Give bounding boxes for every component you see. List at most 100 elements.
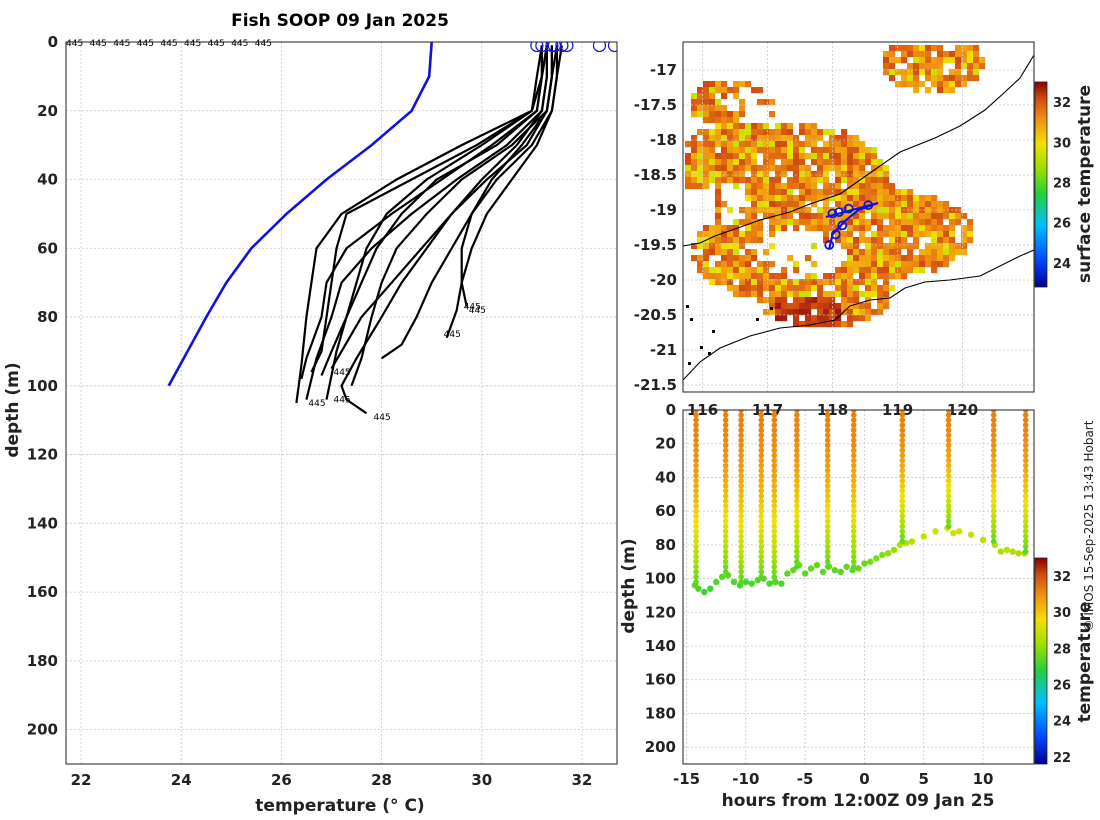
sst-pixel bbox=[835, 159, 842, 166]
sst-pixel bbox=[829, 189, 836, 196]
sst-pixel bbox=[775, 177, 782, 184]
section-point bbox=[1022, 518, 1029, 525]
sst-pixel bbox=[781, 273, 788, 280]
sst-pixel bbox=[781, 285, 788, 292]
sst-pixel bbox=[721, 267, 728, 274]
sst-pixel bbox=[883, 183, 890, 190]
sst-pixel bbox=[769, 285, 776, 292]
sst-pixel bbox=[859, 165, 866, 172]
profile-y-tick-label: 60 bbox=[37, 239, 58, 257]
sst-pixel bbox=[787, 255, 794, 262]
sst-pixel bbox=[817, 195, 824, 202]
sst-pixel bbox=[721, 255, 728, 262]
sst-pixel bbox=[715, 117, 722, 124]
sst-pixel bbox=[775, 219, 782, 226]
sst-pixel bbox=[703, 93, 710, 100]
section-point bbox=[738, 493, 744, 499]
sst-pixel bbox=[937, 63, 944, 70]
sst-pixel bbox=[727, 261, 734, 268]
sst-pixel bbox=[865, 291, 872, 298]
section-point bbox=[1022, 538, 1029, 545]
sst-pixel bbox=[895, 249, 902, 256]
sst-pixel bbox=[961, 51, 968, 58]
sst-pixel bbox=[709, 159, 716, 166]
sst-pixel bbox=[739, 177, 746, 184]
sst-pixel bbox=[739, 141, 746, 148]
section-point bbox=[1022, 437, 1029, 444]
section-point bbox=[824, 558, 831, 565]
sst-pixel bbox=[733, 183, 740, 190]
sst-pixel bbox=[895, 69, 902, 76]
section-point bbox=[990, 417, 997, 423]
sst-pixel bbox=[787, 303, 794, 310]
section-point bbox=[867, 558, 874, 565]
sst-pixel bbox=[769, 297, 776, 304]
temperature-profile bbox=[325, 45, 548, 400]
section-point bbox=[945, 437, 952, 444]
section-point bbox=[738, 508, 744, 514]
sst-pixel bbox=[865, 273, 872, 280]
sst-pixel bbox=[859, 195, 866, 202]
section-point bbox=[771, 452, 778, 459]
sst-pixel bbox=[853, 267, 860, 274]
sst-pixel bbox=[787, 291, 794, 298]
section-point bbox=[693, 432, 699, 439]
sst-pixel bbox=[919, 69, 926, 76]
sst-pixel bbox=[907, 225, 914, 232]
section-point bbox=[794, 488, 800, 494]
sst-pixel bbox=[895, 195, 902, 202]
section-point bbox=[850, 472, 857, 479]
section-point bbox=[990, 442, 997, 449]
sst-pixel bbox=[817, 291, 824, 298]
sst-pixel bbox=[859, 237, 866, 244]
sst-pixel bbox=[703, 99, 710, 106]
sst-pixel bbox=[685, 171, 692, 178]
section-y-tick-label: 0 bbox=[666, 401, 676, 419]
sst-pixel bbox=[835, 285, 842, 292]
sst-pixel bbox=[787, 159, 794, 166]
sst-pixel bbox=[949, 237, 956, 244]
profile-end-label: 445 bbox=[464, 303, 481, 313]
sst-pixel bbox=[751, 141, 758, 148]
section-point bbox=[850, 528, 857, 535]
profile-lines bbox=[295, 45, 563, 415]
sst-pixel bbox=[715, 87, 722, 94]
sst-pixel bbox=[835, 231, 842, 238]
sst-pixel bbox=[907, 69, 914, 76]
sst-pixel bbox=[811, 225, 818, 232]
section-point bbox=[693, 538, 699, 545]
sst-pixel bbox=[913, 51, 920, 58]
sst-pixel bbox=[691, 255, 698, 262]
sst-pixel bbox=[967, 219, 974, 226]
sst-pixel bbox=[787, 147, 794, 154]
sst-pixel bbox=[727, 225, 734, 232]
sst-pixel bbox=[709, 135, 716, 142]
sst-pixel bbox=[721, 129, 728, 136]
section-point bbox=[758, 467, 765, 474]
sst-pixel bbox=[781, 297, 788, 304]
sst-pixel bbox=[877, 255, 884, 262]
sst-pixel bbox=[787, 279, 794, 286]
sst-pixel bbox=[877, 225, 884, 232]
sst-pixel bbox=[709, 225, 716, 232]
section-point bbox=[771, 410, 778, 413]
sst-pixel bbox=[757, 279, 764, 286]
section-point bbox=[1022, 447, 1029, 454]
sst-pixel bbox=[709, 249, 716, 256]
sst-pixel bbox=[811, 297, 818, 304]
sst-pixel bbox=[907, 195, 914, 202]
section-point bbox=[722, 558, 729, 565]
section-point bbox=[738, 569, 744, 575]
sst-pixel bbox=[703, 261, 710, 268]
section-point bbox=[693, 422, 699, 428]
sst-pixel bbox=[775, 183, 782, 190]
sst-pixel bbox=[907, 201, 914, 208]
sst-pixel bbox=[781, 213, 788, 220]
sst-pixel bbox=[919, 45, 926, 52]
section-point bbox=[824, 462, 831, 469]
section-point bbox=[794, 410, 800, 413]
section-point bbox=[693, 412, 699, 418]
sst-pixel bbox=[799, 303, 806, 310]
section-point bbox=[693, 579, 699, 585]
section-point bbox=[738, 422, 744, 428]
